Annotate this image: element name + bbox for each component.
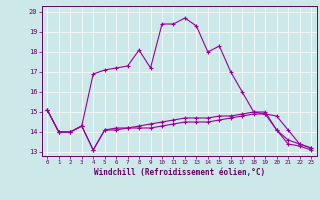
X-axis label: Windchill (Refroidissement éolien,°C): Windchill (Refroidissement éolien,°C) <box>94 168 265 177</box>
